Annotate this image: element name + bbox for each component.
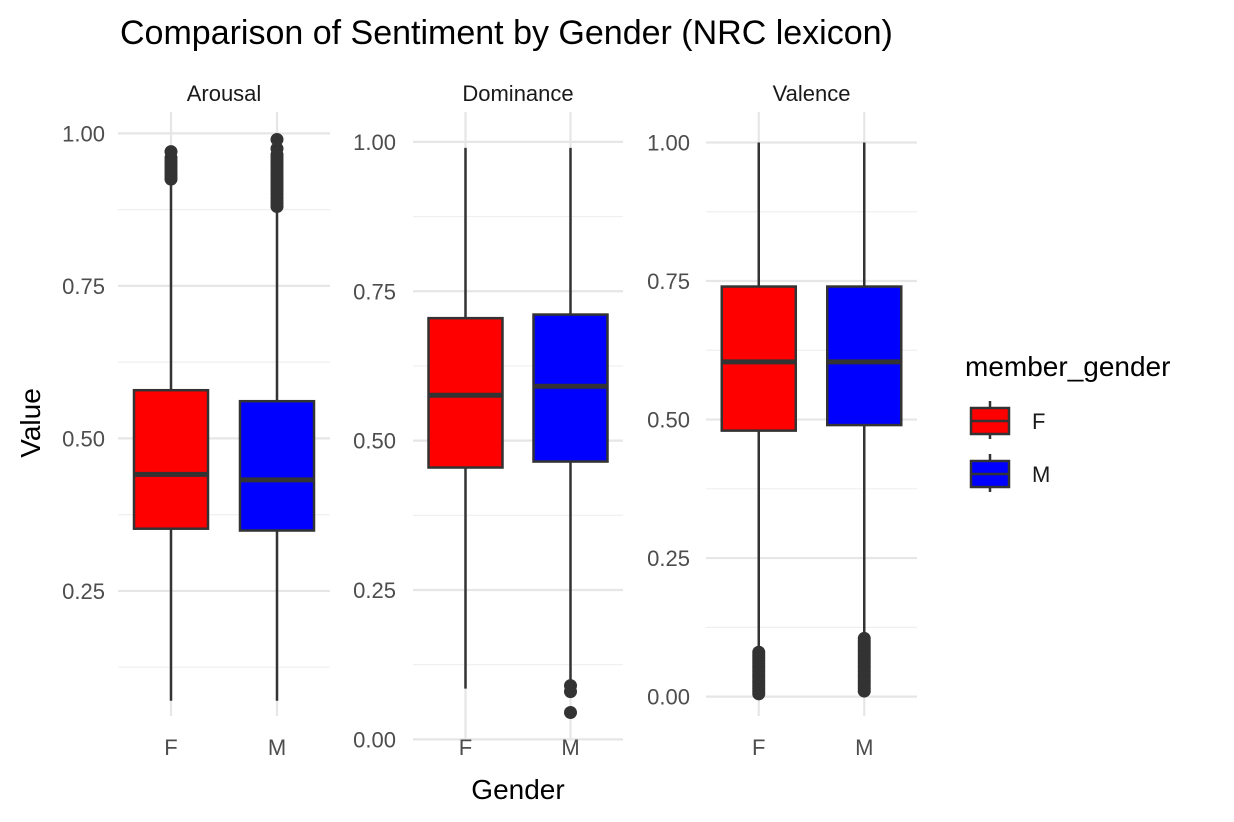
facet-strip-label: Valence	[773, 81, 851, 106]
y-tick-label: 0.00	[647, 685, 690, 710]
outlier-point	[164, 145, 178, 159]
iqr-box	[238, 399, 316, 532]
y-axis-title: Value	[15, 388, 46, 458]
y-tick-label: 0.75	[353, 279, 396, 304]
x-tick-label: F	[164, 735, 177, 760]
boxplot-f	[720, 142, 797, 701]
outlier-point	[752, 645, 766, 659]
outlier-point	[857, 631, 871, 645]
y-tick-label: 1.00	[62, 121, 105, 146]
outlier-point	[564, 706, 577, 720]
legend-label: F	[1032, 409, 1045, 434]
y-tick-label: 1.00	[647, 130, 690, 155]
panel-valence: Valence 0.00 0.25 0.50 0.75 1.00 F M	[647, 81, 917, 760]
boxplot-f	[427, 147, 504, 689]
panel-arousal: Arousal 0.25 0.50 0.75 1.00 F M	[62, 81, 330, 760]
iqr-box	[826, 285, 903, 427]
y-tick-label: 1.00	[353, 130, 396, 155]
legend-keys: FM	[969, 401, 1050, 492]
x-tick-label: M	[268, 735, 286, 760]
y-tick-label: 0.75	[62, 274, 105, 299]
boxplot-m	[238, 132, 316, 701]
boxplot-m	[532, 147, 609, 720]
x-tick-label: F	[459, 735, 472, 760]
y-tick-label: 0.50	[647, 408, 690, 433]
y-tick-label: 0.25	[62, 579, 105, 604]
y-tick-label: 0.00	[353, 727, 396, 752]
chart-title: Comparison of Sentiment by Gender (NRC l…	[120, 14, 893, 52]
panel-dominance: Dominance 0.00 0.25 0.50 0.75 1.00 F M	[353, 81, 623, 760]
y-tick-label: 0.75	[647, 269, 690, 294]
y-tick-label: 0.50	[62, 426, 105, 451]
legend-title: member_gender	[965, 351, 1170, 382]
panels-layer: Arousal 0.25 0.50 0.75 1.00 F M Dominance 0.00 0.…	[62, 81, 917, 760]
iqr-box	[132, 388, 210, 530]
legend-key-f: F	[969, 401, 1045, 439]
outlier-point	[270, 142, 284, 156]
facet-strip-label: Arousal	[187, 81, 262, 106]
outlier-point	[564, 679, 577, 693]
facet-strip-label: Dominance	[462, 81, 573, 106]
y-tick-label: 0.50	[353, 429, 396, 454]
y-tick-label: 0.25	[647, 546, 690, 571]
iqr-box	[720, 285, 797, 432]
x-tick-label: M	[561, 735, 579, 760]
legend-key-m: M	[969, 454, 1050, 492]
x-tick-label: F	[752, 735, 765, 760]
legend-label: M	[1032, 462, 1050, 487]
x-axis-title: Gender	[471, 774, 564, 805]
y-tick-label: 0.25	[353, 578, 396, 603]
legend: member_gender FM	[965, 351, 1170, 492]
outlier-point	[270, 132, 284, 146]
boxplot-f	[132, 145, 210, 701]
boxplot-m	[826, 142, 903, 698]
x-tick-label: M	[855, 735, 873, 760]
